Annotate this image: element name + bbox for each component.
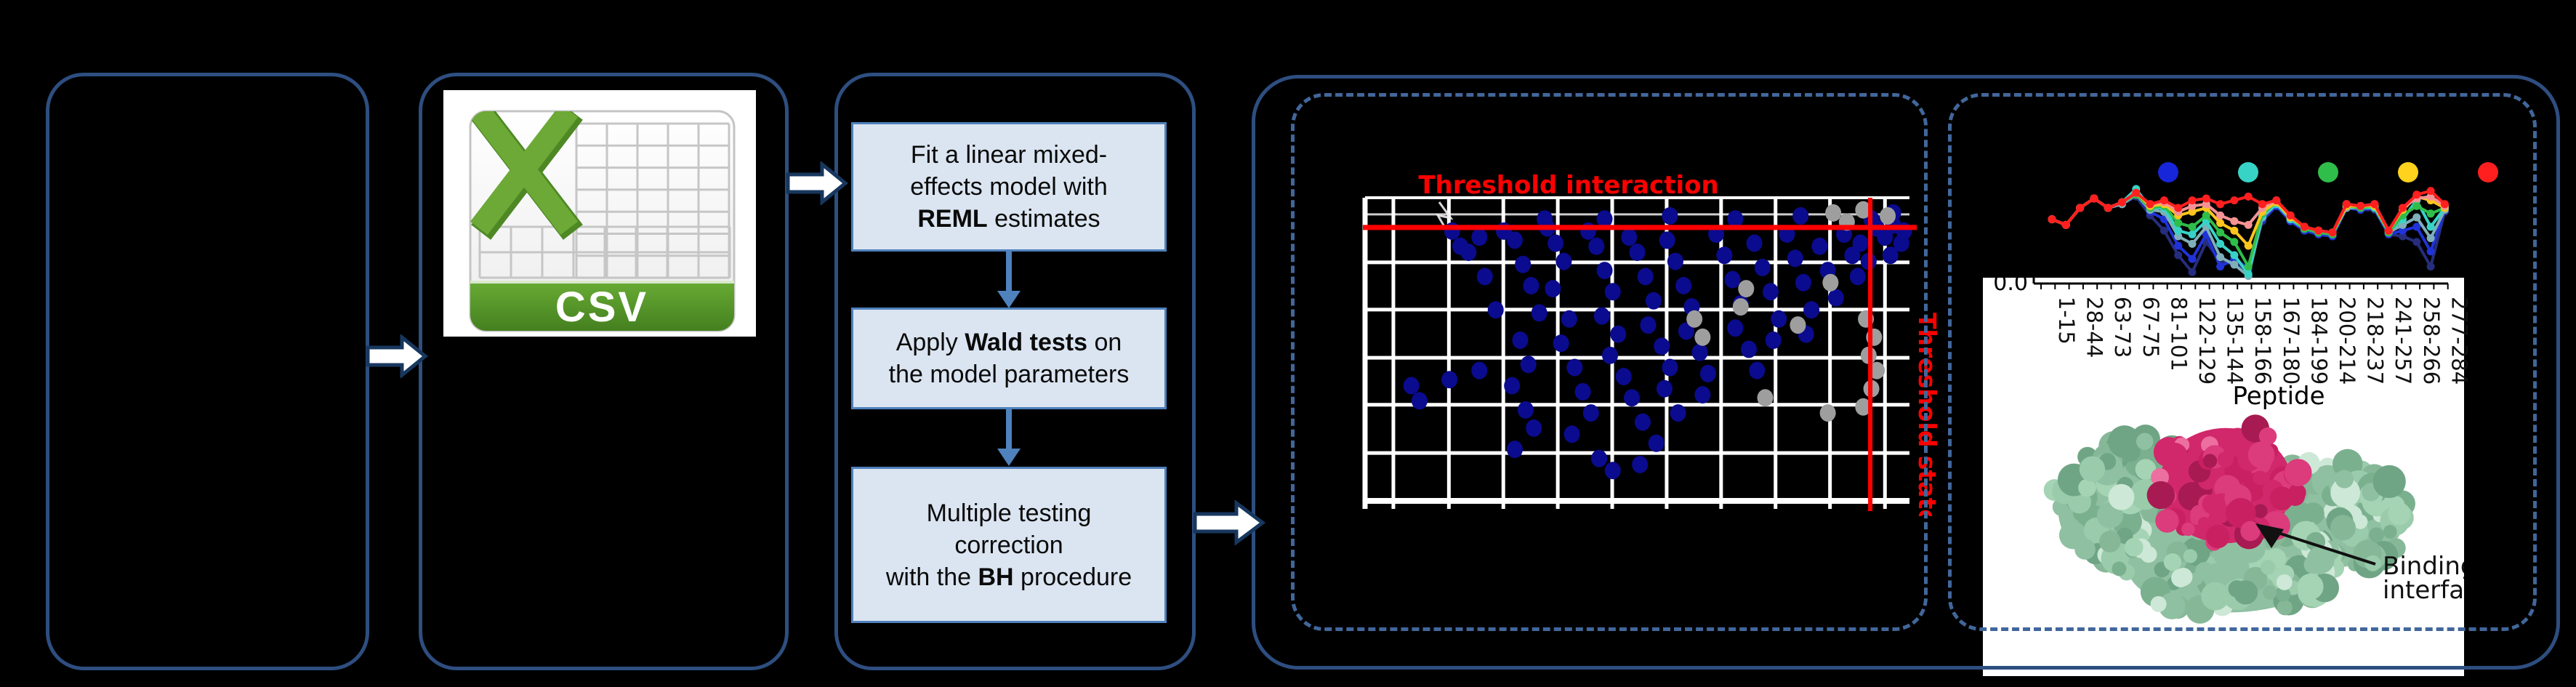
volcano-dashed-panel bbox=[1291, 93, 1928, 631]
flow-arrow-down-1-icon bbox=[997, 252, 1021, 308]
step-fit-lmm: Fit a linear mixed-effects model with REM… bbox=[851, 122, 1167, 252]
peptide-tick-labels: 1-15 28-44 63-73 67-75 81-101 122-129 135-144 1… bbox=[2054, 297, 2471, 385]
line-chart-axis: 0.0 bbox=[1993, 270, 2449, 296]
legend-dot bbox=[2158, 162, 2178, 182]
series-red bbox=[2048, 187, 2449, 237]
peptide-figure: 0.0 1-15 28-44 63-73 67-75 81-101 122-129 135-1… bbox=[1983, 162, 2498, 676]
excel-x-glyph bbox=[470, 111, 583, 240]
legend-dot bbox=[2238, 162, 2258, 182]
csv-panel bbox=[419, 73, 789, 670]
step-bh-correction: Multiple testing correction with the BH pr… bbox=[851, 467, 1167, 623]
svg-text:184-199: 184-199 bbox=[2306, 297, 2331, 385]
line-chart-legend bbox=[2158, 162, 2498, 182]
annotation-arrowhead-icon bbox=[2255, 523, 2284, 548]
svg-text:135-144: 135-144 bbox=[2223, 297, 2247, 385]
results-outer-panel bbox=[1252, 75, 2560, 670]
svg-text:63-73: 63-73 bbox=[2110, 297, 2135, 358]
block-arrow-2-icon bbox=[786, 161, 848, 205]
legend-dot bbox=[2398, 162, 2418, 182]
blue-points bbox=[1403, 204, 1912, 480]
flow-arrow-down-2-icon bbox=[997, 409, 1021, 466]
stray-mark bbox=[1435, 201, 1454, 233]
binding-interface-label: Binding bbox=[2383, 552, 2476, 581]
legend-dot bbox=[2318, 162, 2338, 182]
protein-structure-image bbox=[2043, 414, 2415, 624]
step-wald-tests: Apply Wald tests on the model parameters bbox=[851, 308, 1167, 409]
block-arrow-1-icon bbox=[366, 334, 428, 378]
svg-text:28-44: 28-44 bbox=[2082, 297, 2107, 358]
svg-text:1-15: 1-15 bbox=[2054, 297, 2079, 345]
svg-text:67-75: 67-75 bbox=[2138, 297, 2163, 358]
svg-text:122-129: 122-129 bbox=[2194, 297, 2219, 385]
csv-image-block: CSV bbox=[443, 90, 756, 337]
svg-text:258-266: 258-266 bbox=[2419, 297, 2444, 385]
y-tick-0: 0.0 bbox=[1993, 270, 2028, 296]
legend-dot bbox=[2478, 162, 2498, 182]
svg-text:241-257: 241-257 bbox=[2391, 297, 2415, 385]
csv-label: CSV bbox=[555, 284, 648, 331]
svg-text:277-284: 277-284 bbox=[2447, 297, 2471, 385]
peptide-axis-label: Peptide bbox=[2232, 382, 2325, 411]
svg-text:200-214: 200-214 bbox=[2335, 297, 2359, 385]
threshold-interaction-label: Threshold interaction bbox=[1418, 171, 1718, 200]
binding-interface-label: interface bbox=[2383, 576, 2493, 605]
svg-text:81-101: 81-101 bbox=[2166, 297, 2191, 371]
block-arrow-3-icon bbox=[1193, 500, 1265, 545]
input-panel bbox=[46, 73, 369, 670]
workflow-panel bbox=[834, 73, 1196, 670]
svg-text:218-237: 218-237 bbox=[2363, 297, 2388, 385]
mapping-dashed-panel bbox=[1948, 93, 2537, 631]
svg-text:158-166: 158-166 bbox=[2250, 297, 2275, 385]
csv-file-icon: CSV bbox=[469, 110, 736, 332]
svg-text:167-180: 167-180 bbox=[2279, 297, 2303, 385]
